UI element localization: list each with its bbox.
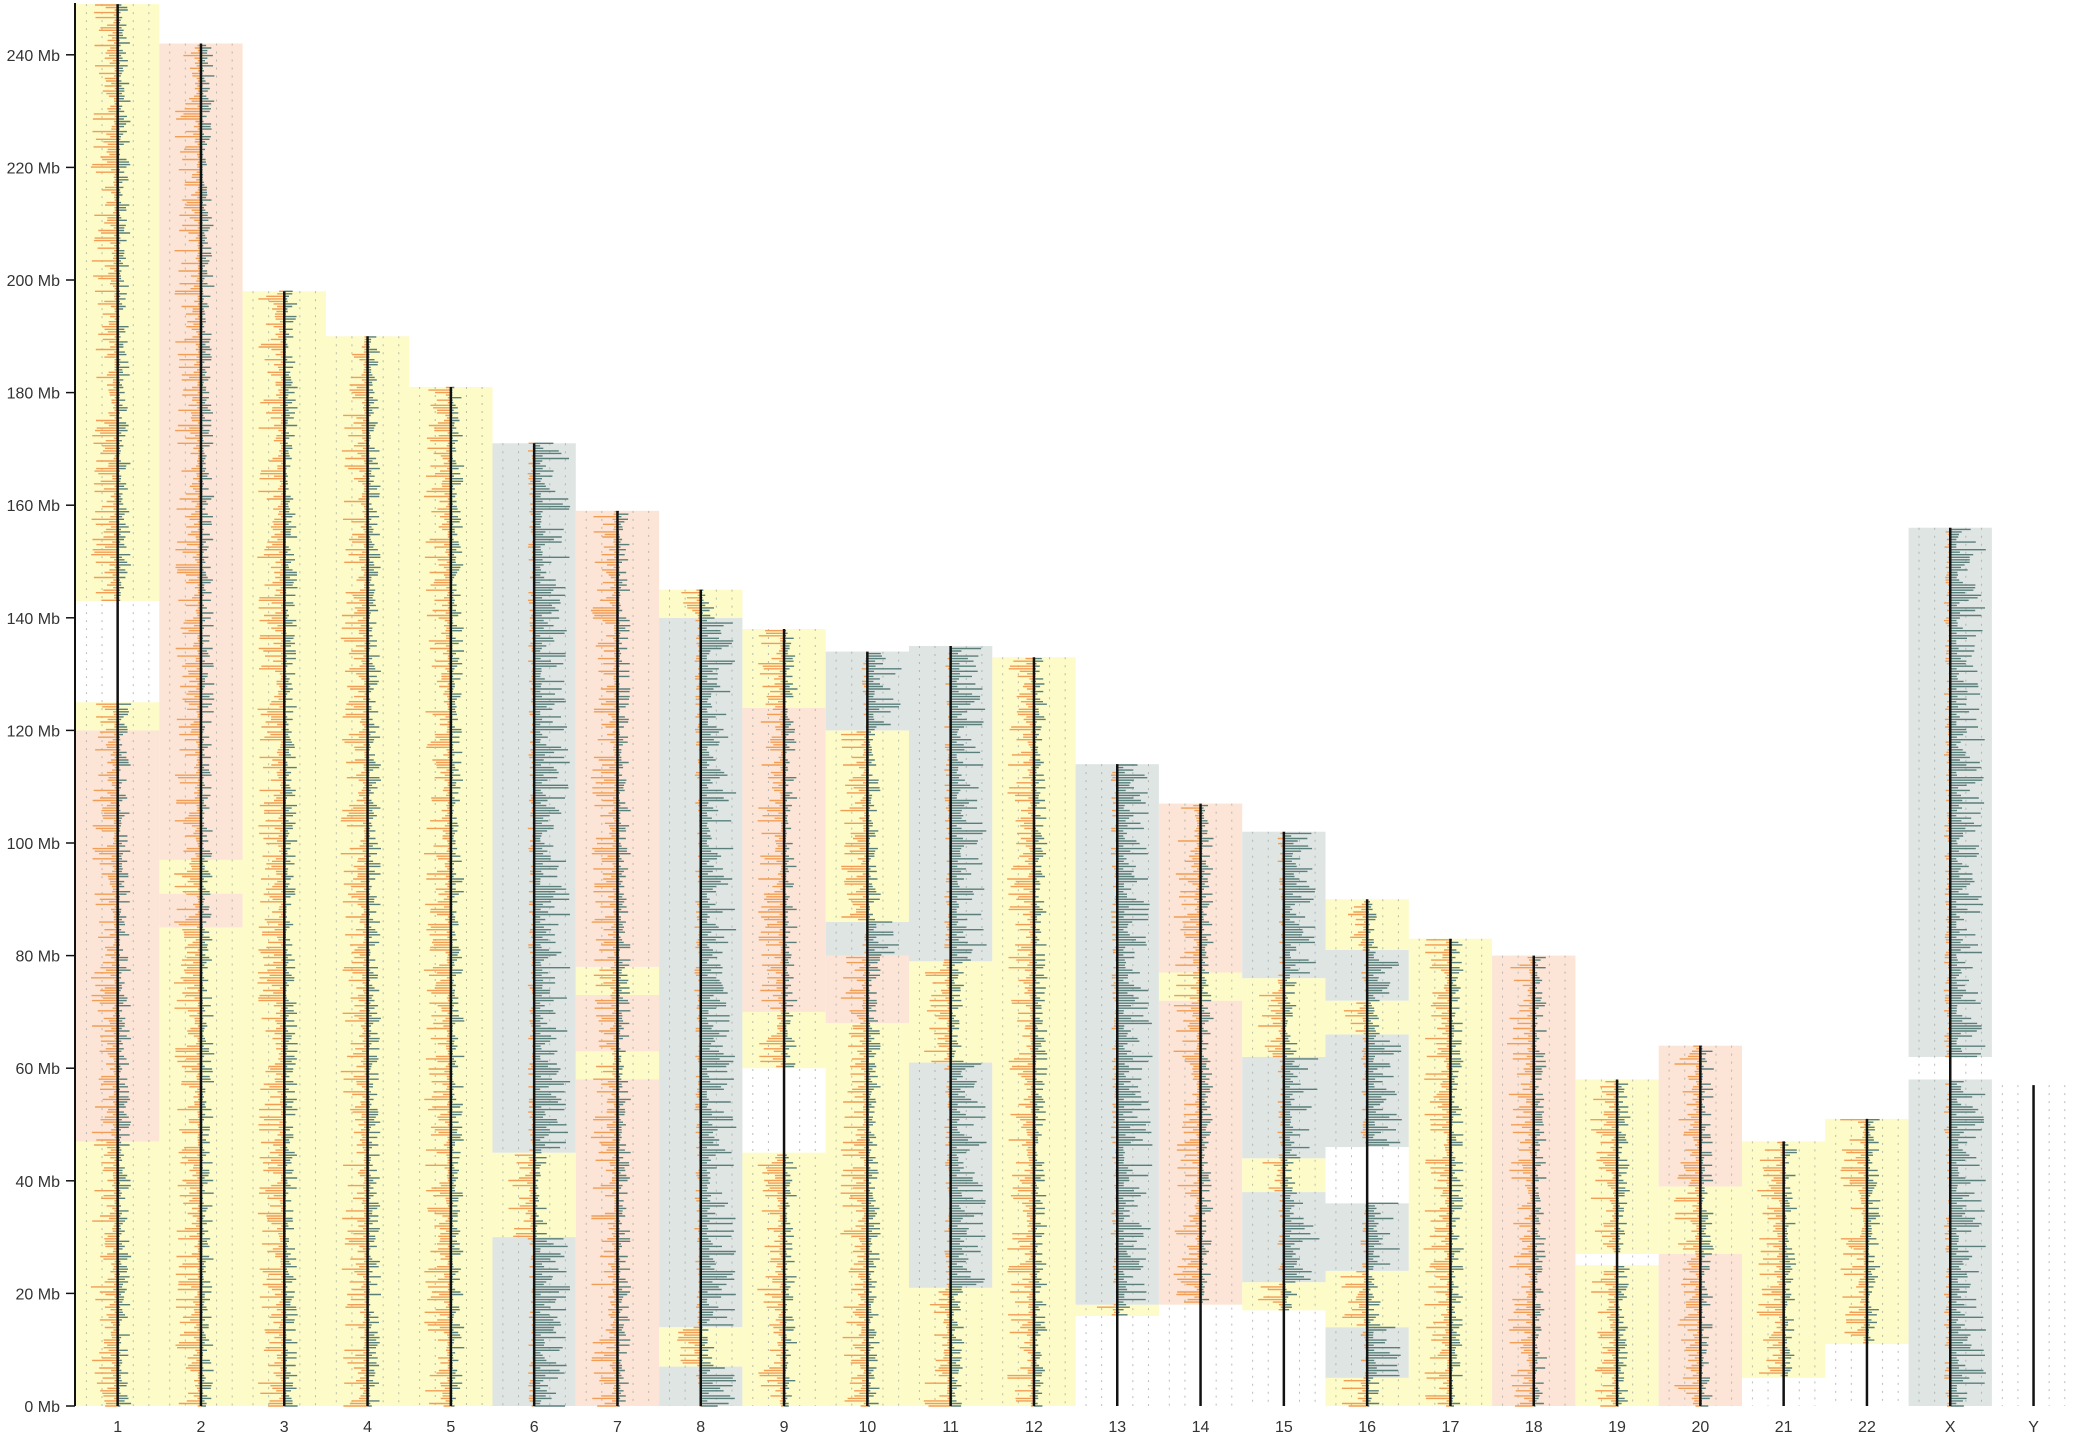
x-tick-label: 7 — [613, 1419, 622, 1436]
y-tick-label: 100 Mb — [7, 836, 60, 853]
signal-orange-chr17 — [1423, 939, 1451, 1407]
signal-orange-chr7 — [590, 511, 618, 1407]
x-tick-label: 20 — [1691, 1419, 1709, 1436]
signal-orange-chr1 — [90, 4, 118, 1407]
signal-tracks — [90, 4, 2035, 1407]
x-tick-label: 9 — [780, 1419, 789, 1436]
y-tick-label: 0 Mb — [24, 1399, 60, 1416]
x-tick-label: 18 — [1525, 1419, 1543, 1436]
y-tick-label: 60 Mb — [16, 1061, 61, 1078]
signal-orange-chr9 — [757, 630, 784, 1407]
signal-orange-chr20 — [1674, 1045, 1701, 1407]
x-tick-label: 13 — [1108, 1419, 1126, 1436]
signal-teal-chrX — [1950, 528, 1986, 1407]
x-tick-label: 3 — [280, 1419, 289, 1436]
x-tick-label: 5 — [446, 1419, 455, 1436]
x-tick-label: 19 — [1608, 1419, 1626, 1436]
x-tick-label: 11 — [942, 1419, 959, 1436]
x-tick-label: X — [1945, 1419, 1956, 1436]
x-tick-label: 12 — [1025, 1419, 1043, 1436]
signal-orange-chr12 — [1007, 657, 1034, 1407]
y-tick-label: 220 Mb — [7, 160, 60, 177]
signal-orange-chr3 — [257, 290, 285, 1407]
y-tick-label: 160 Mb — [7, 498, 60, 515]
signal-orange-chr19 — [1590, 1081, 1617, 1407]
signal-orange-chr21 — [1756, 1141, 1784, 1377]
y-tick-label: 40 Mb — [16, 1174, 61, 1191]
signal-orange-chr18 — [1507, 956, 1534, 1407]
y-tick-label: 240 Mb — [7, 48, 60, 65]
x-tick-label: 17 — [1442, 1419, 1460, 1436]
signal-orange-chr10 — [840, 652, 868, 1407]
x-tick-label: 1 — [113, 1419, 122, 1436]
signal-orange-chr22 — [1840, 1119, 1867, 1344]
x-tick-label: 10 — [858, 1419, 876, 1436]
signal-teal-chr13 — [1117, 764, 1153, 1316]
axes: 1 2 3 4 5 6 7 8 9 10 11 12 13 14 15 16 17 18 19 20 21 22 X Y0 M… — [7, 3, 2039, 1436]
signal-orange-chr2 — [174, 44, 201, 1407]
y-tick-label: 120 Mb — [7, 723, 60, 740]
x-tick-label: Y — [2028, 1419, 2039, 1436]
x-tick-label: 2 — [196, 1419, 205, 1436]
y-tick-label: 180 Mb — [7, 386, 60, 403]
signal-teal-chr8 — [700, 589, 737, 1407]
x-tick-label: 14 — [1192, 1419, 1210, 1436]
signal-orange-chr5 — [423, 386, 451, 1407]
signal-orange-chr14 — [1173, 804, 1201, 1303]
x-tick-label: 22 — [1858, 1419, 1876, 1436]
x-tick-label: 8 — [696, 1419, 705, 1436]
y-tick-label: 200 Mb — [7, 273, 60, 290]
x-tick-label: 6 — [530, 1419, 539, 1436]
y-tick-label: 80 Mb — [16, 949, 61, 966]
y-tick-label: 140 Mb — [7, 611, 60, 628]
x-tick-label: 15 — [1275, 1419, 1293, 1436]
x-tick-label: 16 — [1358, 1419, 1376, 1436]
x-tick-label: 4 — [363, 1419, 372, 1436]
x-tick-label: 21 — [1775, 1419, 1793, 1436]
signal-teal-chr11 — [950, 647, 987, 1407]
y-tick-label: 20 Mb — [16, 1286, 61, 1303]
signal-orange-chr4 — [340, 336, 368, 1407]
